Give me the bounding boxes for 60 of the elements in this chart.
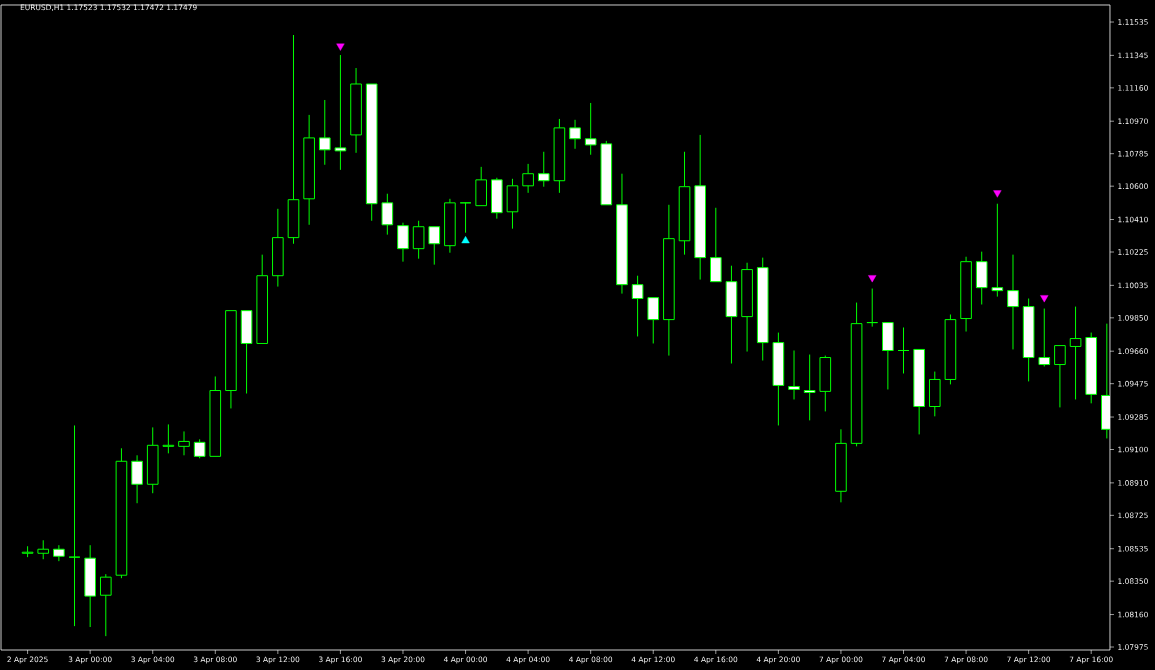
candlestick bbox=[1007, 254, 1019, 350]
candlestick bbox=[21, 545, 34, 558]
candlestick bbox=[522, 163, 534, 194]
candlestick bbox=[960, 256, 972, 333]
candlestick bbox=[318, 99, 331, 166]
candlestick bbox=[663, 204, 675, 357]
candlestick bbox=[428, 226, 441, 266]
candlestick bbox=[287, 34, 300, 245]
candlestick bbox=[37, 539, 50, 560]
candlestick bbox=[131, 454, 143, 504]
candlestick bbox=[772, 332, 785, 426]
candlestick bbox=[209, 375, 222, 457]
candlestick bbox=[694, 134, 706, 281]
point bbox=[1040, 295, 1049, 303]
candlestick bbox=[678, 151, 691, 256]
candlestick bbox=[1069, 306, 1082, 400]
candlestick bbox=[725, 265, 738, 364]
candlestick bbox=[616, 173, 628, 295]
candlestick bbox=[709, 207, 722, 283]
candlestick bbox=[397, 222, 409, 263]
candlestick bbox=[272, 208, 284, 288]
candlestick bbox=[866, 288, 879, 328]
candlestick bbox=[162, 423, 175, 454]
candlestick bbox=[756, 257, 769, 361]
candlestick bbox=[303, 114, 315, 226]
candlestick bbox=[991, 203, 1004, 298]
candlestick bbox=[53, 544, 65, 562]
candlestick bbox=[647, 297, 660, 344]
point bbox=[993, 190, 1002, 198]
candlestick bbox=[240, 310, 253, 395]
candlestick bbox=[334, 54, 347, 171]
candlestick bbox=[897, 327, 910, 374]
candlestick bbox=[788, 350, 800, 400]
candlestick bbox=[537, 151, 550, 188]
point bbox=[868, 275, 877, 283]
candlestick bbox=[84, 544, 96, 628]
candlestick bbox=[256, 254, 269, 344]
candlestick bbox=[835, 428, 847, 503]
candlestick bbox=[475, 166, 488, 207]
candlestick bbox=[882, 322, 894, 390]
candlestick bbox=[193, 438, 206, 459]
candlestick bbox=[1054, 345, 1066, 408]
candlestick bbox=[459, 202, 472, 234]
candlestick bbox=[350, 67, 362, 154]
candlestick bbox=[741, 262, 753, 353]
candlestick bbox=[850, 302, 863, 447]
candlestick bbox=[803, 354, 816, 421]
point bbox=[461, 236, 470, 244]
candlestick bbox=[913, 348, 925, 435]
candlestick bbox=[178, 430, 190, 456]
point bbox=[336, 43, 345, 51]
candlestick bbox=[365, 83, 378, 222]
candlestick bbox=[975, 251, 988, 305]
candlestick bbox=[146, 426, 159, 494]
candlestick bbox=[225, 310, 237, 409]
candlestick bbox=[115, 447, 128, 579]
candlestick bbox=[584, 102, 597, 156]
candlestick bbox=[569, 119, 581, 150]
candlestick bbox=[68, 424, 81, 627]
candlestick bbox=[444, 198, 456, 254]
